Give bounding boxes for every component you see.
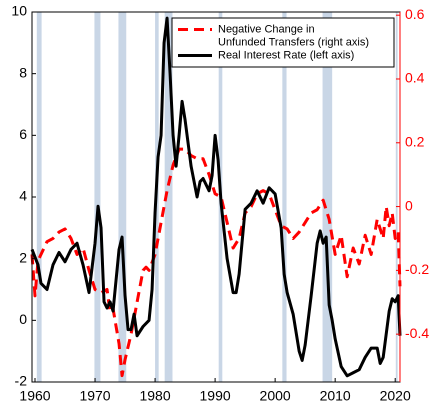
shaded-period (94, 12, 101, 382)
y-tick-label: -2 (15, 373, 28, 389)
x-tick-label: 1980 (139, 388, 170, 404)
y2-tick-label: -0.4 (405, 325, 429, 341)
y-tick-label: 2 (19, 249, 27, 265)
x-tick-label: 2020 (380, 388, 411, 404)
x-tick-label: 1970 (79, 388, 110, 404)
line-series (30, 16, 402, 378)
shaded-period (36, 12, 42, 382)
x-tick-label: 1960 (19, 388, 50, 404)
shaded-period (282, 12, 287, 382)
y-tick-label: 0 (19, 311, 27, 327)
shaded-period (118, 12, 127, 382)
y-tick-label: 6 (19, 126, 27, 142)
x-tick-label: 1990 (200, 388, 231, 404)
line-series (30, 147, 402, 378)
legend-label: Unfunded Transfers (right axis) (218, 36, 369, 48)
y-tick-label: 4 (19, 188, 27, 204)
x-tick-label: 2000 (260, 388, 291, 404)
y2-tick-label: 0.6 (405, 6, 425, 22)
legend-box (171, 17, 395, 68)
legend-label: Negative Change in (218, 23, 315, 35)
shaded-period (164, 12, 173, 382)
legend-label: Real Interest Rate (left axis) (218, 49, 354, 61)
y-tick-label: 10 (11, 3, 27, 19)
y2-tick-label: 0 (405, 197, 413, 213)
y2-tick-label: -0.2 (405, 261, 429, 277)
y-tick-label: 8 (19, 64, 27, 80)
shaded-period (322, 12, 333, 382)
y2-tick-label: 0.4 (405, 70, 425, 86)
x-tick-label: 2010 (320, 388, 351, 404)
shaded-period (395, 12, 398, 382)
y2-tick-label: 0.2 (405, 133, 425, 149)
